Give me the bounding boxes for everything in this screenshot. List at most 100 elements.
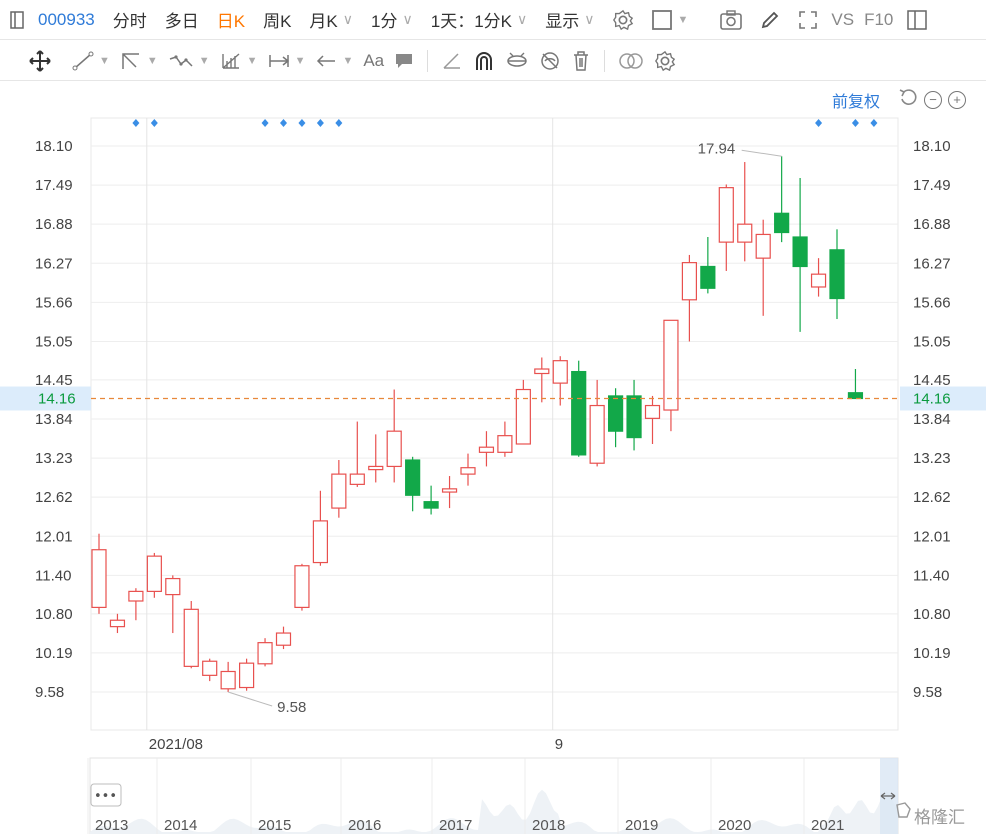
candle-body-up <box>534 368 550 375</box>
x-tick-label: 2021/08 <box>149 736 203 753</box>
chevron-down-icon: ∨ <box>402 11 413 27</box>
navigator-year-label: 2013 <box>95 817 128 834</box>
adjust-mode-link[interactable]: 前复权 <box>832 93 881 111</box>
candle-body-up <box>146 555 162 592</box>
navigator-year-label: 2021 <box>811 817 844 834</box>
stock-code[interactable]: 000933 <box>38 9 95 29</box>
period-tab-label: 分时 <box>112 12 147 31</box>
trash-icon[interactable] <box>566 41 596 81</box>
magnet-icon[interactable] <box>468 41 500 81</box>
y-tick-label-left: 11.40 <box>35 567 71 584</box>
camera-icon[interactable] <box>711 0 751 40</box>
channel-tool-icon[interactable]: ▼ <box>115 41 163 81</box>
window-select[interactable]: ▼ <box>643 0 697 40</box>
y-tick-label-left: 15.05 <box>35 333 73 350</box>
text-tool-icon[interactable]: Aa <box>363 50 385 70</box>
y-tick-label-right: 15.05 <box>913 333 951 350</box>
arrow-tool-icon[interactable]: ▼ <box>310 41 358 81</box>
y-tick-label-right: 16.27 <box>913 255 951 272</box>
period-tabs: 分时 多日 日K 周K 月K ∨ 1分 ∨ 1天：1分K ∨ 显示 ∨ <box>104 0 604 40</box>
lock-drawings-icon[interactable] <box>500 41 534 81</box>
vs-button[interactable]: VS <box>831 9 855 29</box>
navigator-handle[interactable] <box>90 783 122 807</box>
candle-body-down <box>571 370 587 456</box>
candle-body-up <box>497 435 513 453</box>
settings-icon[interactable] <box>603 0 643 40</box>
event-markers <box>132 119 878 127</box>
y-tick-label-left: 13.23 <box>35 450 73 467</box>
max-price-label: 17.94 <box>698 140 736 157</box>
move-icon[interactable] <box>0 41 57 81</box>
y-tick-label-right: 12.01 <box>913 528 951 545</box>
pen-tool-icon[interactable] <box>436 41 468 81</box>
candle-body-up <box>478 446 495 453</box>
line-tool-icon[interactable]: ▼ <box>67 41 115 81</box>
period-tab[interactable]: 显示 ∨ <box>536 0 603 40</box>
candle-body-up <box>386 430 402 468</box>
period-tab-label: 周K <box>263 12 292 31</box>
range-navigator[interactable]: 2013 2014 2015 2016 2017 2018 2019 2020 2021 ••• 格… <box>87 757 965 834</box>
candle-body-up <box>331 473 347 509</box>
navigator-year-label: 2019 <box>625 817 658 834</box>
compare-icon[interactable] <box>613 41 649 81</box>
pencil-icon[interactable] <box>751 0 789 40</box>
period-tab-label: 多日 <box>164 12 199 31</box>
panel-toggle-icon[interactable] <box>899 0 935 40</box>
y-tick-label-left: 12.01 <box>35 528 73 545</box>
candle-body-down <box>700 265 716 289</box>
f10-button[interactable]: F10 <box>864 9 894 29</box>
candle-body-up <box>755 233 771 259</box>
y-tick-label-right: 14.45 <box>913 372 951 389</box>
period-tab[interactable]: 1分 ∨ <box>362 0 422 40</box>
event-marker-icon <box>132 119 140 127</box>
fullscreen-icon[interactable] <box>789 0 827 40</box>
candle-body-up <box>91 549 107 609</box>
candle-body-up <box>663 319 679 411</box>
period-tab[interactable]: 月K ∨ <box>300 0 362 40</box>
y-tick-label-right: 10.80 <box>913 606 951 623</box>
draw-settings-icon[interactable] <box>649 41 681 81</box>
candle-body-up <box>239 662 255 689</box>
candlestick-chart: 18.10 18.10 17.49 17.49 16.88 16.88 16.27 16.27… <box>0 117 986 834</box>
drawing-toolbar: ▼ ▼ ▼ ▼ ▼ ▼ Aa <box>0 41 986 81</box>
candle-body-up <box>589 404 605 464</box>
candle-body-up <box>202 660 218 676</box>
reset-icon[interactable] <box>898 87 918 112</box>
y-tick-label-left: 17.49 <box>35 177 73 194</box>
event-marker-icon <box>280 119 287 127</box>
period-tab[interactable]: 日K <box>208 0 254 40</box>
y-tick-label-right: 13.84 <box>913 411 951 428</box>
candle-body-up <box>460 467 476 475</box>
max-pointer <box>741 149 782 157</box>
period-tab[interactable]: 分时 <box>104 0 156 40</box>
y-tick-label-right: 18.10 <box>913 138 951 155</box>
y-tick-label-right: 13.23 <box>913 450 951 467</box>
hide-drawings-icon[interactable] <box>534 41 566 81</box>
navigator-year-label: 2018 <box>532 817 565 834</box>
note-tool-icon[interactable] <box>389 41 419 81</box>
navigator-year-label: 2014 <box>164 817 197 834</box>
candle-body-down <box>792 236 808 268</box>
candles <box>91 156 864 692</box>
event-marker-icon <box>335 119 343 127</box>
period-tab[interactable]: 多日 <box>156 0 208 40</box>
period-tab[interactable]: 1天：1分K ∨ <box>422 0 537 40</box>
candle-body-up <box>312 520 328 564</box>
current-price-label-right: 14.16 <box>913 390 951 407</box>
event-marker-icon <box>316 119 324 127</box>
wave-tool-icon[interactable]: ▼ <box>163 41 215 81</box>
zoom-out-icon[interactable]: − <box>924 90 943 109</box>
min-pointer <box>227 691 273 707</box>
fib-tool-icon[interactable]: ▼ <box>215 41 263 81</box>
sidebar-toggle-icon[interactable] <box>0 0 34 40</box>
navigator-year-label: 2016 <box>348 817 381 834</box>
candle-body-up <box>552 360 568 384</box>
candle-body-up <box>257 642 273 665</box>
zoom-in-icon[interactable]: + <box>948 90 967 109</box>
candle-body-up <box>183 608 199 667</box>
y-tick-label-right: 15.66 <box>913 294 951 311</box>
y-tick-label-left: 16.27 <box>35 255 73 272</box>
period-tab-label: 日K <box>216 12 246 31</box>
period-tab[interactable]: 周K <box>254 0 300 40</box>
measure-tool-icon[interactable]: ▼ <box>263 41 311 81</box>
